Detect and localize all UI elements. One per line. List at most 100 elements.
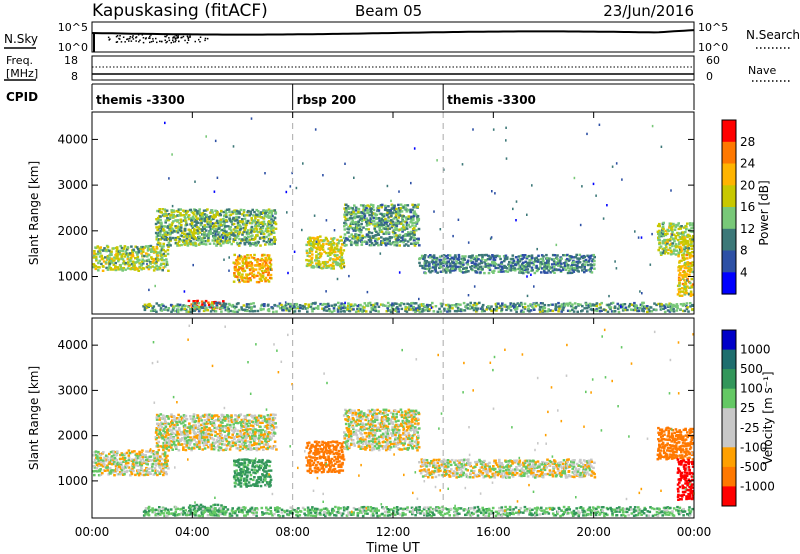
echo-cell bbox=[162, 228, 165, 231]
echo-cell bbox=[135, 454, 138, 457]
echo-cell bbox=[225, 239, 229, 243]
echo-cell bbox=[145, 252, 148, 255]
echo-cell bbox=[220, 433, 223, 437]
echo-cell bbox=[252, 447, 256, 450]
echo-cell bbox=[175, 446, 178, 449]
echo-cell bbox=[338, 239, 341, 242]
echo-cell bbox=[262, 235, 266, 239]
echo-cell bbox=[559, 269, 563, 272]
echo-cell bbox=[527, 271, 530, 274]
echo-cell bbox=[443, 261, 447, 264]
echo-cell bbox=[260, 416, 263, 419]
echo-cell bbox=[291, 304, 294, 308]
echo-cell bbox=[648, 310, 652, 313]
echo-cell bbox=[686, 306, 689, 309]
echo-cell bbox=[259, 259, 262, 262]
echo-cell bbox=[182, 421, 185, 424]
echo-cell bbox=[146, 247, 150, 250]
echo-cell bbox=[188, 238, 191, 241]
echo-cell bbox=[164, 121, 166, 125]
echo-cell bbox=[133, 463, 136, 467]
echo-cell bbox=[387, 209, 391, 212]
echo-cell bbox=[516, 260, 520, 263]
echo-cell bbox=[667, 229, 670, 232]
echo-cell bbox=[339, 251, 342, 255]
echo-cell bbox=[546, 259, 549, 263]
echo-cell bbox=[266, 442, 270, 446]
echo-cell bbox=[203, 227, 206, 231]
echo-cell bbox=[340, 256, 344, 259]
echo-cell bbox=[583, 307, 586, 310]
echo-cell bbox=[270, 243, 273, 246]
echo-cell bbox=[130, 263, 134, 266]
echo-cell bbox=[339, 264, 343, 267]
echo-cell bbox=[190, 303, 193, 306]
echo-cell bbox=[253, 438, 257, 441]
echo-cell bbox=[684, 287, 687, 290]
echo-cell bbox=[528, 262, 531, 266]
echo-cell bbox=[665, 246, 668, 249]
echo-cell bbox=[310, 266, 314, 269]
nsky-point bbox=[132, 38, 135, 40]
echo-cell bbox=[112, 247, 115, 250]
echo-cell bbox=[154, 469, 157, 472]
echo-cell bbox=[171, 448, 174, 451]
echo-cell bbox=[270, 238, 274, 242]
echo-cell bbox=[194, 231, 198, 235]
echo-cell bbox=[653, 302, 656, 305]
echo-cell bbox=[529, 303, 532, 306]
echo-cell bbox=[676, 231, 679, 235]
echo-cell bbox=[165, 233, 169, 236]
echo-cell bbox=[411, 224, 414, 227]
echo-cell bbox=[462, 263, 465, 266]
nsky-point bbox=[164, 39, 166, 41]
echo-cell bbox=[160, 248, 164, 252]
echo-cell bbox=[141, 254, 144, 257]
echo-cell bbox=[233, 210, 237, 214]
echo-cell bbox=[338, 306, 341, 310]
echo-cell bbox=[132, 469, 135, 473]
echo-cell bbox=[643, 307, 647, 310]
echo-cell bbox=[685, 228, 688, 231]
echo-cell bbox=[159, 218, 162, 222]
echo-cell bbox=[217, 231, 221, 234]
echo-cell bbox=[377, 237, 380, 240]
echo-cell bbox=[531, 256, 534, 260]
echo-cell bbox=[323, 262, 326, 265]
echo-cell bbox=[398, 211, 402, 214]
echo-cell bbox=[440, 254, 444, 258]
echo-cell bbox=[436, 271, 439, 274]
echo-cell bbox=[531, 184, 533, 187]
echo-cell bbox=[254, 434, 257, 438]
echo-cell bbox=[327, 264, 331, 268]
echo-cell bbox=[124, 466, 127, 469]
echo-cell bbox=[109, 459, 113, 462]
echo-cell bbox=[583, 267, 586, 270]
echo-cell bbox=[557, 259, 560, 263]
echo-cell bbox=[520, 267, 524, 271]
echo-cell bbox=[172, 209, 175, 212]
echo-cell bbox=[336, 238, 339, 242]
echo-cell bbox=[241, 233, 244, 236]
echo-cell bbox=[125, 252, 129, 255]
echo-cell bbox=[541, 302, 544, 305]
echo-cell bbox=[139, 247, 142, 250]
echo-cell bbox=[183, 442, 187, 445]
echo-cell bbox=[447, 303, 450, 307]
echo-cell bbox=[537, 254, 540, 257]
echo-cell bbox=[417, 237, 420, 240]
echo-cell bbox=[256, 234, 259, 237]
echo-cell bbox=[317, 262, 320, 266]
echo-cell bbox=[301, 304, 304, 308]
echo-cell bbox=[319, 235, 322, 238]
echo-cell bbox=[273, 238, 277, 241]
echo-cell bbox=[248, 413, 252, 417]
echo-cell bbox=[93, 473, 96, 477]
echo-cell bbox=[675, 309, 679, 312]
echo-cell bbox=[176, 303, 180, 306]
echo-cell bbox=[214, 214, 217, 218]
echo-cell bbox=[321, 248, 325, 251]
echo-cell bbox=[225, 447, 228, 450]
echo-cell bbox=[209, 220, 212, 223]
echo-cell bbox=[676, 304, 679, 308]
